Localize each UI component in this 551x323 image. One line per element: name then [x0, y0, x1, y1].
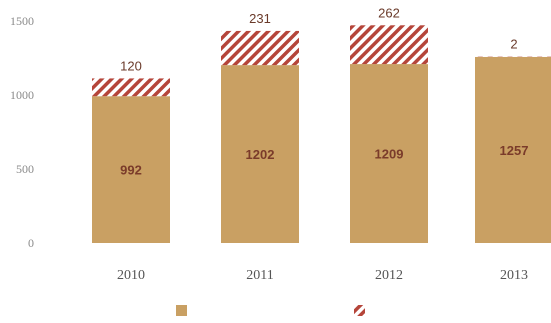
- x-tick-label: 2013: [500, 268, 528, 283]
- legend: [176, 305, 365, 316]
- bars: 992 120 1202 231 1209 262 1257 2: [92, 5, 551, 244]
- x-tick-label: 2012: [375, 268, 403, 283]
- data-label-hatched: 231: [249, 11, 271, 26]
- data-label-solid: 1209: [375, 147, 404, 162]
- y-tick-label: 1000: [10, 88, 34, 102]
- data-label-hatched: 2: [510, 37, 517, 52]
- bar-segment-hatched: [350, 25, 428, 65]
- data-label-hatched: 120: [120, 58, 142, 73]
- x-axis: 2010 2011 2012 2013: [117, 268, 528, 283]
- data-label-solid: 1257: [500, 143, 529, 158]
- legend-swatch-solid: [176, 305, 187, 316]
- y-tick-label: 0: [28, 236, 34, 250]
- data-label-solid: 1202: [246, 147, 275, 162]
- y-tick-label: 1500: [10, 14, 34, 28]
- bar-segment-solid: [350, 64, 428, 244]
- legend-swatch-hatched: [354, 305, 365, 316]
- y-tick-label: 500: [16, 162, 34, 176]
- bar-segment-solid: [221, 65, 299, 243]
- x-tick-label: 2010: [117, 268, 145, 283]
- bar-segment-hatched: [92, 78, 170, 97]
- bar-segment-solid: [475, 56, 551, 243]
- y-axis: 0 500 1000 1500: [10, 14, 34, 250]
- bar-segment-hatched: [221, 30, 299, 66]
- x-tick-label: 2011: [246, 268, 273, 283]
- data-label-hatched: 262: [378, 5, 400, 20]
- bar-segment-solid: [92, 96, 170, 244]
- data-label-solid: 992: [120, 163, 142, 178]
